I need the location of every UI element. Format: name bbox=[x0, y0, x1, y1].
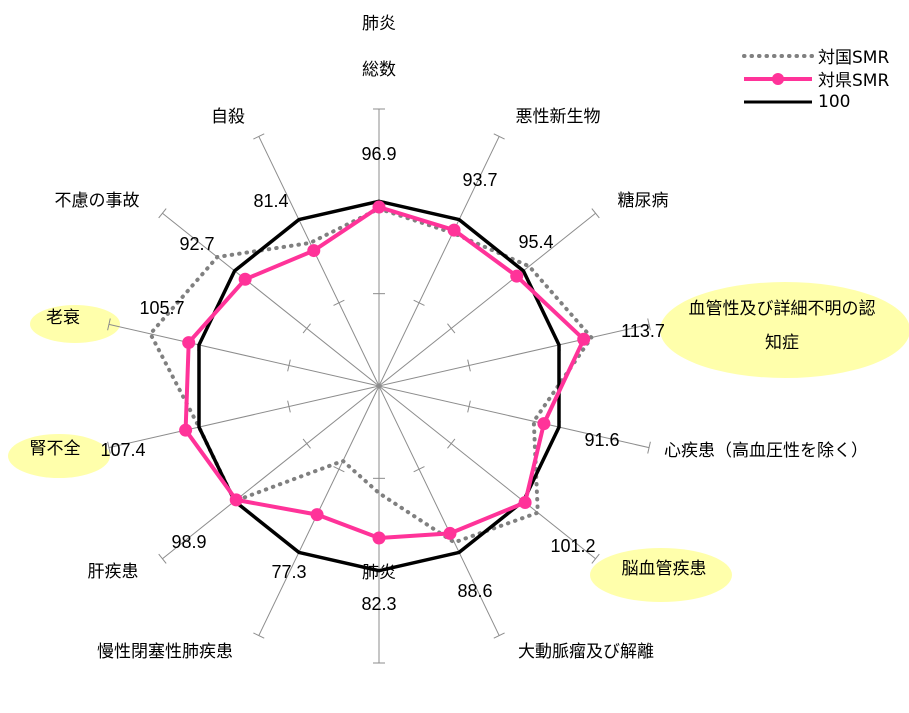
value-label: 77.3 bbox=[271, 562, 306, 582]
axis-tick bbox=[647, 441, 651, 454]
category-highlight bbox=[660, 282, 909, 378]
axis-tick bbox=[158, 553, 167, 564]
category-label: 慢性閉塞性肺疾患 bbox=[97, 641, 233, 662]
category-highlight bbox=[590, 548, 732, 602]
axis-tick bbox=[493, 632, 505, 639]
category-label: 脳血管疾患 bbox=[622, 559, 707, 579]
category-label: 心疾患（高血圧性を除く） bbox=[664, 441, 868, 461]
legend-item-prefecture: 対県SMR bbox=[742, 67, 890, 91]
series-prefecture-point bbox=[372, 200, 386, 214]
category-highlight bbox=[8, 434, 110, 478]
legend-label: 対県SMR bbox=[818, 71, 890, 91]
value-label: 98.9 bbox=[171, 532, 206, 552]
series-prefecture-point bbox=[229, 493, 243, 507]
axis-spoke bbox=[378, 385, 500, 636]
axis-tick bbox=[647, 318, 651, 331]
axis-spoke bbox=[378, 385, 596, 560]
category-label: 肺炎 bbox=[362, 563, 396, 583]
axis-spoke bbox=[258, 136, 380, 387]
value-label: 107.4 bbox=[100, 440, 145, 460]
value-label: 101.2 bbox=[550, 536, 595, 556]
series-prefecture-point bbox=[372, 531, 386, 545]
value-label: 93.7 bbox=[462, 170, 497, 190]
category-label: 総数 bbox=[362, 60, 396, 80]
axis-tick bbox=[333, 466, 345, 473]
legend-item-national: 対国SMR bbox=[742, 44, 890, 68]
legend-item-baseline: 100 bbox=[742, 90, 889, 113]
legend-label: 100 bbox=[818, 91, 851, 112]
value-label: 88.6 bbox=[457, 581, 492, 601]
axis-tick bbox=[413, 466, 425, 473]
series-prefecture-point bbox=[537, 417, 551, 431]
axis-tick bbox=[302, 323, 311, 334]
series-prefecture-point bbox=[577, 332, 591, 346]
top-category-label: 肺炎 bbox=[362, 14, 396, 34]
category-label: 糖尿病 bbox=[618, 191, 669, 211]
axis-spoke bbox=[378, 323, 650, 387]
category-label: 老衰 bbox=[46, 308, 80, 328]
value-label: 96.9 bbox=[361, 144, 396, 164]
axis-tick bbox=[467, 359, 471, 372]
axis-spoke bbox=[108, 385, 380, 449]
category-highlight bbox=[30, 305, 120, 343]
series-prefecture-point bbox=[179, 423, 193, 437]
legend-swatch-dotted bbox=[742, 53, 814, 58]
value-label: 105.7 bbox=[139, 298, 184, 318]
series-layer bbox=[147, 199, 594, 573]
value-label: 81.4 bbox=[253, 191, 288, 211]
axis-tick bbox=[302, 438, 311, 449]
value-label: 91.6 bbox=[584, 430, 619, 450]
series-prefecture-point bbox=[182, 336, 196, 350]
axis-tick bbox=[591, 553, 600, 564]
series-national-line bbox=[147, 206, 594, 545]
series-prefecture-point bbox=[307, 244, 321, 258]
category-label: 血管性及び詳細不明の認 bbox=[689, 299, 876, 319]
series-prefecture-point bbox=[518, 496, 532, 510]
category-label: 不慮の事故 bbox=[55, 191, 140, 211]
axis-tick bbox=[107, 318, 111, 331]
category-label: 自殺 bbox=[211, 107, 245, 127]
axis-tick bbox=[467, 400, 471, 413]
value-label: 82.3 bbox=[361, 594, 396, 614]
series-prefecture-point bbox=[447, 223, 461, 237]
series-prefecture-point bbox=[510, 269, 524, 283]
category-label: 腎不全 bbox=[30, 439, 81, 459]
axis-spoke bbox=[162, 385, 380, 560]
value-label: 95.4 bbox=[518, 232, 553, 252]
series-prefecture-line bbox=[183, 204, 587, 541]
category-label: 悪性新生物 bbox=[516, 107, 601, 127]
axis-tick bbox=[333, 299, 345, 306]
legend-swatch-marker bbox=[744, 72, 812, 85]
series-prefecture-point bbox=[310, 508, 324, 522]
category-label: 肝疾患 bbox=[88, 562, 139, 582]
axis-tick bbox=[447, 323, 456, 334]
axis-tick bbox=[591, 208, 600, 219]
axis-tick bbox=[287, 400, 291, 413]
axis-spoke bbox=[378, 385, 650, 449]
axis-spoke bbox=[108, 323, 380, 387]
axis-tick bbox=[253, 133, 265, 140]
axis-spoke bbox=[378, 136, 500, 387]
axis-tick bbox=[493, 133, 505, 140]
axis-tick bbox=[413, 299, 425, 306]
axis-spoke bbox=[162, 212, 380, 387]
highlight-layer bbox=[8, 282, 909, 602]
legend: 対国SMR 対県SMR 100 bbox=[742, 44, 889, 113]
value-label: 113.7 bbox=[621, 321, 665, 341]
axis-tick bbox=[287, 359, 291, 372]
axis-tick bbox=[253, 632, 265, 639]
category-label: 大動脈瘤及び解離 bbox=[518, 642, 654, 662]
legend-label: 対国SMR bbox=[818, 48, 890, 68]
axis-tick bbox=[447, 438, 456, 449]
legend-swatch-solid bbox=[744, 100, 812, 103]
series-prefecture-point bbox=[443, 526, 457, 540]
axis-tick bbox=[158, 208, 167, 219]
category-label: 知症 bbox=[765, 333, 799, 353]
axis-spoke bbox=[378, 212, 596, 387]
axis-tick bbox=[107, 441, 111, 454]
value-label: 92.7 bbox=[179, 234, 214, 254]
series-prefecture-point bbox=[238, 272, 252, 286]
